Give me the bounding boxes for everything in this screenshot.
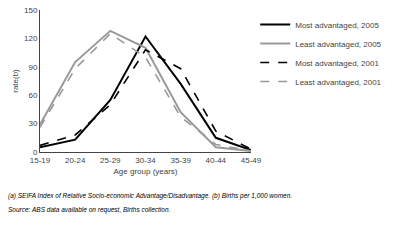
svg-text:35-39: 35-39 [170, 156, 191, 165]
svg-text:Least advantaged, 2001: Least advantaged, 2001 [295, 78, 381, 87]
svg-text:0: 0 [33, 148, 38, 157]
svg-text:Age group (years): Age group (years) [113, 167, 177, 176]
svg-text:40-44: 40-44 [206, 156, 227, 165]
svg-text:45-49: 45-49 [241, 156, 262, 165]
svg-text:90: 90 [28, 63, 37, 72]
svg-text:Most advantaged, 2001: Most advantaged, 2001 [295, 59, 379, 68]
svg-text:20-24: 20-24 [65, 156, 86, 165]
svg-text:30-34: 30-34 [135, 156, 156, 165]
svg-text:60: 60 [28, 91, 37, 100]
svg-text:(a) SEIFA Index of Relative So: (a) SEIFA Index of Relative Socio-econom… [8, 192, 292, 200]
svg-text:120: 120 [24, 34, 38, 43]
svg-text:25-29: 25-29 [100, 156, 121, 165]
svg-text:30: 30 [28, 119, 37, 128]
svg-text:15-19: 15-19 [30, 156, 51, 165]
svg-text:rate(b): rate(b) [11, 69, 20, 93]
svg-text:150: 150 [24, 6, 38, 15]
svg-text:Most advantaged, 2005: Most advantaged, 2005 [295, 21, 379, 30]
svg-text:Least advantaged, 2005: Least advantaged, 2005 [295, 40, 381, 49]
svg-text:Source: ABS data available on: Source: ABS data available on request, B… [8, 206, 171, 214]
